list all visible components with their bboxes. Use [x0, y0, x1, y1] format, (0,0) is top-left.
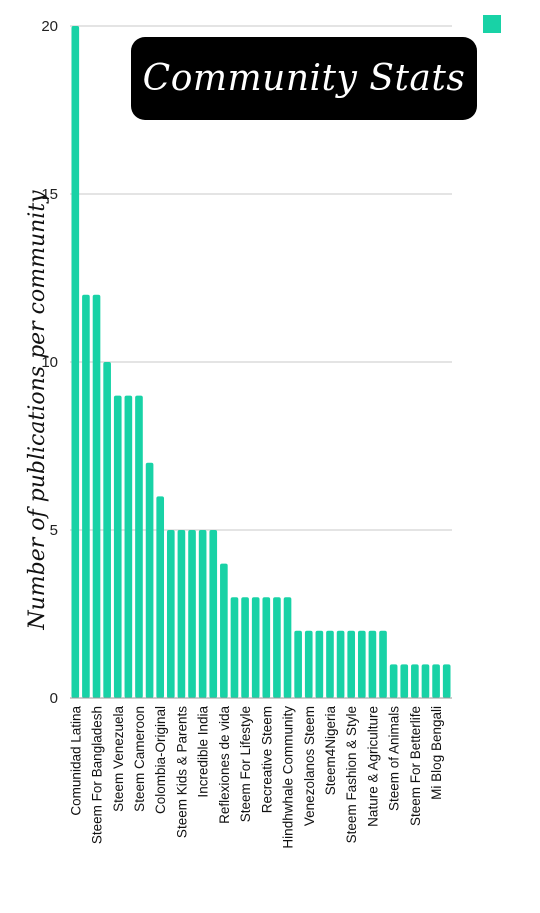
bar: [389, 664, 398, 698]
bar: [188, 530, 196, 698]
bar: [113, 395, 122, 698]
bar: [347, 630, 356, 698]
y-tick-label: 15: [41, 186, 58, 203]
x-tick-label: Steem For Bangladesh: [90, 706, 105, 844]
y-tick-label: 10: [41, 354, 58, 371]
legend-swatch: [483, 15, 501, 33]
bar: [294, 630, 302, 698]
bar: [251, 597, 260, 698]
x-tick-label: Hindhwhale Community: [281, 706, 296, 849]
bar: [145, 462, 154, 698]
x-tick-label: Incredible India: [196, 706, 211, 798]
bar: [230, 597, 239, 698]
bar: [156, 496, 165, 698]
bar: [442, 664, 451, 698]
bar: [273, 597, 281, 698]
x-tick-label: Steem Kids & Parents: [174, 706, 189, 838]
x-tick-labels: Comunidad Latina Steem For Bangladesh Stee…: [68, 706, 444, 849]
x-tick-label: Steem For Lifestyle: [238, 706, 253, 822]
chart-title-box: Community Stats: [131, 37, 477, 120]
bar: [379, 630, 387, 698]
x-tick-label: Mi Blog Bengali: [429, 706, 444, 800]
x-tick-label: Steem For Betterlife: [408, 706, 423, 826]
x-tick-label: Nature & Agriculture: [365, 706, 380, 827]
bar: [241, 597, 249, 698]
bar: [124, 395, 133, 698]
bar: [400, 664, 409, 698]
y-tick-label: 0: [50, 690, 58, 707]
bar: [336, 630, 345, 698]
bar: [357, 630, 366, 698]
bar: [220, 563, 228, 698]
x-tick-label: Colombia-Original: [153, 706, 168, 814]
bar: [103, 362, 111, 698]
x-tick-label: Steem Venezuela: [111, 706, 126, 812]
x-tick-label: Steem Cameroon: [132, 706, 147, 812]
x-tick-label: Recreative Steem: [259, 706, 274, 813]
bar: [209, 530, 218, 698]
x-tick-label: Comunidad Latina: [68, 706, 83, 816]
y-tick-label: 20: [41, 18, 58, 35]
bar: [82, 294, 90, 698]
bar: [262, 597, 271, 698]
y-tick-label: 5: [50, 522, 58, 539]
bar: [92, 294, 101, 698]
y-axis-label: Number of publications per community: [25, 190, 50, 631]
bar: [411, 664, 419, 698]
x-tick-label: Steem Fashion & Style: [344, 706, 359, 843]
bar: [71, 26, 80, 698]
bar: [283, 597, 292, 698]
bar: [368, 630, 377, 698]
bar: [432, 664, 440, 698]
chart-title: Community Stats: [142, 58, 466, 99]
bar: [177, 530, 186, 698]
bar: [326, 630, 334, 698]
bar: [421, 664, 430, 698]
x-tick-label: Steem4Nigeria: [323, 706, 338, 796]
x-tick-label: Reflexiones de vida: [217, 706, 232, 824]
x-tick-label: Steem of Animals: [387, 706, 402, 811]
bar: [198, 530, 207, 698]
bar: [166, 530, 175, 698]
gridlines: [70, 25, 452, 531]
x-tick-label: Venezolanos Steem: [302, 706, 317, 826]
bar: [304, 630, 313, 698]
bars: [71, 26, 451, 698]
bar: [135, 395, 143, 698]
y-tick-labels: 0 5 10 15 20: [41, 18, 58, 707]
bar: [315, 630, 324, 698]
